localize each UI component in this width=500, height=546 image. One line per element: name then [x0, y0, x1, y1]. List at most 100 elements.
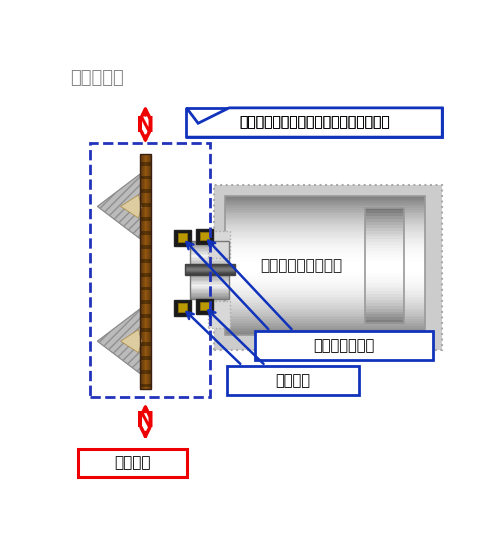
Bar	[365, 242, 404, 246]
Bar	[225, 310, 425, 313]
Bar	[140, 154, 141, 389]
Bar	[365, 317, 404, 321]
Bar	[225, 312, 425, 314]
Bar	[150, 154, 151, 389]
Bar	[225, 217, 425, 219]
Bar	[185, 271, 234, 272]
Bar	[225, 281, 425, 283]
Text: 振動方向: 振動方向	[114, 455, 150, 470]
Bar	[225, 331, 425, 334]
Bar	[140, 203, 151, 207]
Bar	[140, 300, 151, 304]
Bar	[365, 219, 404, 223]
Bar	[185, 270, 234, 271]
Bar	[225, 230, 425, 233]
Bar	[196, 229, 213, 244]
Bar	[190, 263, 229, 265]
Bar	[185, 268, 234, 270]
Bar	[190, 267, 229, 269]
Bar	[140, 314, 151, 318]
Polygon shape	[120, 195, 142, 218]
Bar	[225, 229, 425, 232]
Bar	[190, 286, 229, 288]
Bar	[225, 255, 425, 258]
Bar	[214, 185, 442, 351]
Bar	[365, 312, 404, 315]
Bar	[365, 259, 404, 263]
Bar	[185, 265, 234, 267]
Bar	[225, 203, 425, 205]
Bar	[140, 287, 151, 290]
Bar	[140, 356, 151, 360]
Bar	[365, 222, 404, 225]
Text: 圧電素子: 圧電素子	[275, 373, 310, 388]
Bar	[225, 199, 425, 202]
Bar	[200, 302, 209, 310]
Bar	[365, 306, 404, 310]
Bar	[208, 301, 230, 328]
Bar	[365, 245, 404, 249]
Bar	[254, 331, 433, 360]
Bar	[365, 228, 404, 232]
Bar	[142, 154, 144, 389]
Bar	[225, 304, 425, 306]
Bar	[190, 283, 229, 286]
Bar	[185, 268, 234, 269]
Bar	[140, 272, 151, 276]
Bar	[365, 308, 404, 312]
Bar	[365, 210, 404, 214]
Bar	[225, 253, 425, 256]
Bar	[225, 213, 425, 216]
Bar	[190, 245, 229, 247]
Bar	[141, 154, 142, 389]
Bar	[365, 271, 404, 275]
Bar	[365, 239, 404, 243]
Bar	[174, 300, 191, 316]
Bar	[140, 245, 151, 249]
Bar	[365, 257, 404, 260]
Bar	[225, 316, 425, 318]
Bar	[190, 260, 229, 262]
Bar	[140, 217, 151, 221]
Bar	[140, 342, 151, 346]
Bar	[365, 274, 404, 278]
Bar	[365, 280, 404, 283]
Bar	[365, 234, 404, 237]
Bar	[225, 210, 425, 212]
Bar	[365, 236, 404, 240]
Bar	[365, 294, 404, 298]
Bar	[225, 286, 425, 289]
Bar	[190, 278, 229, 280]
Bar	[185, 270, 234, 272]
Bar	[190, 290, 229, 293]
Bar	[225, 205, 425, 207]
Bar	[140, 383, 151, 387]
Bar	[90, 143, 210, 396]
Bar	[190, 293, 229, 295]
Bar	[225, 222, 425, 224]
Bar	[225, 243, 425, 245]
Bar	[190, 292, 229, 294]
Bar	[225, 326, 425, 329]
Bar	[225, 307, 425, 310]
Bar	[225, 198, 425, 200]
Bar	[185, 264, 234, 266]
Bar	[365, 265, 404, 269]
Bar	[225, 274, 425, 276]
Text: 超音波ダイシングユニット専用ブレード: 超音波ダイシングユニット専用ブレード	[239, 116, 390, 129]
Polygon shape	[98, 174, 144, 239]
Bar	[144, 154, 145, 389]
Text: N: N	[136, 411, 154, 431]
Bar	[365, 277, 404, 281]
Bar	[225, 324, 425, 327]
Bar	[225, 248, 425, 251]
Bar	[365, 263, 404, 266]
Bar	[190, 269, 229, 271]
Bar	[225, 245, 425, 247]
Bar	[365, 207, 404, 211]
Bar	[200, 232, 209, 240]
Bar	[225, 258, 425, 261]
Bar	[225, 283, 425, 285]
Bar	[140, 176, 151, 180]
Bar	[190, 281, 229, 283]
